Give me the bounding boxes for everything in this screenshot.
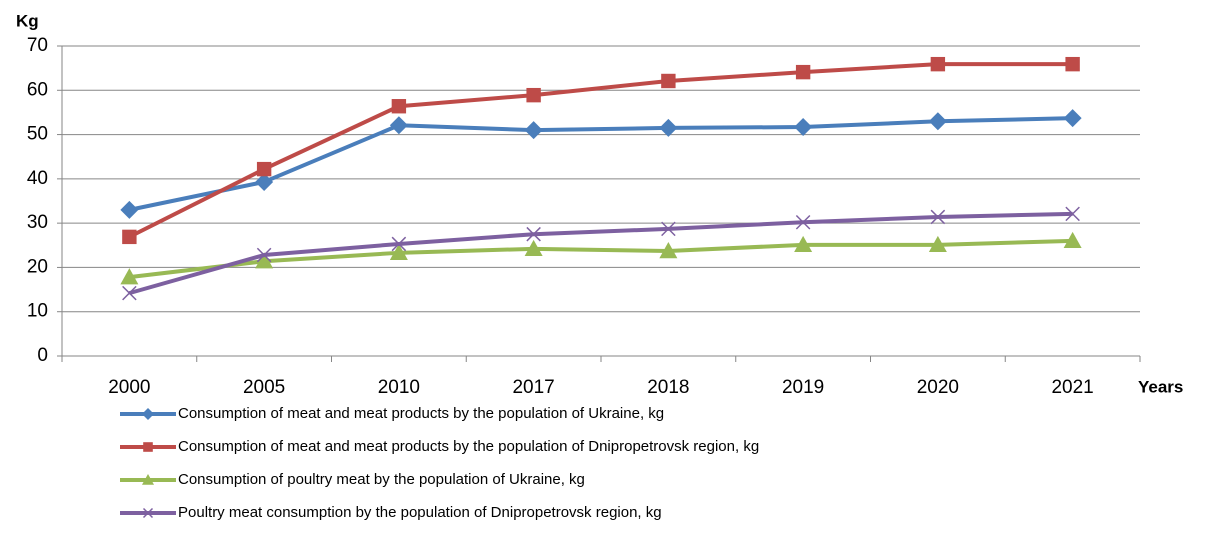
x-axis-label: Years bbox=[1138, 377, 1183, 396]
legend-marker bbox=[143, 442, 153, 452]
legend-marker bbox=[142, 474, 154, 485]
legend-label: Poultry meat consumption by the populati… bbox=[178, 504, 662, 521]
data-point bbox=[1065, 206, 1080, 222]
data-point bbox=[524, 239, 543, 257]
data-point bbox=[795, 214, 811, 230]
data-point bbox=[256, 161, 272, 177]
series-line bbox=[129, 238, 1073, 280]
x-tick-label: 2005 bbox=[243, 377, 285, 398]
data-point bbox=[661, 73, 676, 89]
legend-marker bbox=[142, 507, 154, 519]
data-point bbox=[795, 64, 811, 80]
series-line bbox=[128, 211, 1073, 296]
data-point bbox=[661, 221, 676, 237]
y-tick-label: 10 bbox=[27, 301, 48, 322]
data-point bbox=[1065, 56, 1080, 72]
y-tick-label: 70 bbox=[27, 35, 48, 56]
data-point bbox=[391, 236, 407, 252]
data-point bbox=[930, 209, 946, 225]
data-point bbox=[794, 235, 813, 253]
y-axis-label: Kg bbox=[16, 11, 39, 30]
data-point bbox=[120, 200, 139, 219]
data-point bbox=[122, 285, 137, 301]
data-point bbox=[255, 172, 274, 191]
data-point bbox=[794, 118, 813, 137]
data-point bbox=[659, 242, 678, 259]
data-point bbox=[255, 252, 274, 269]
series-line bbox=[128, 116, 1073, 212]
y-tick-label: 0 bbox=[37, 345, 48, 366]
legend-label: Consumption of poultry meat by the popul… bbox=[178, 471, 585, 488]
data-point bbox=[256, 247, 272, 263]
data-point bbox=[928, 235, 947, 253]
y-tick-label: 50 bbox=[27, 124, 48, 145]
legend-label: Consumption of meat and meat products by… bbox=[178, 438, 759, 455]
data-point bbox=[391, 99, 407, 114]
x-tick-label: 2019 bbox=[782, 377, 824, 398]
data-point bbox=[120, 268, 139, 285]
x-tick-label: 2010 bbox=[378, 377, 420, 398]
data-point bbox=[1063, 231, 1082, 249]
legend-marker bbox=[142, 408, 154, 420]
y-tick-label: 20 bbox=[27, 256, 48, 277]
x-tick-label: 2021 bbox=[1051, 377, 1093, 398]
y-tick-label: 30 bbox=[27, 212, 48, 233]
x-tick-label: 2020 bbox=[917, 377, 959, 398]
data-point bbox=[928, 112, 947, 131]
x-tick-label: 2017 bbox=[512, 377, 554, 398]
data-point bbox=[389, 243, 408, 261]
data-point bbox=[526, 226, 541, 242]
data-point bbox=[524, 121, 543, 140]
data-point bbox=[930, 56, 946, 72]
data-point bbox=[526, 87, 541, 103]
x-tick-label: 2000 bbox=[108, 377, 150, 398]
x-tick-label: 2018 bbox=[647, 377, 689, 398]
data-point bbox=[389, 116, 408, 135]
data-point bbox=[659, 118, 678, 137]
data-point bbox=[122, 229, 137, 245]
series-line bbox=[128, 62, 1073, 239]
y-tick-label: 40 bbox=[27, 168, 48, 189]
y-tick-label: 60 bbox=[27, 79, 48, 100]
data-point bbox=[1063, 109, 1082, 128]
legend-label: Consumption of meat and meat products by… bbox=[178, 405, 664, 422]
